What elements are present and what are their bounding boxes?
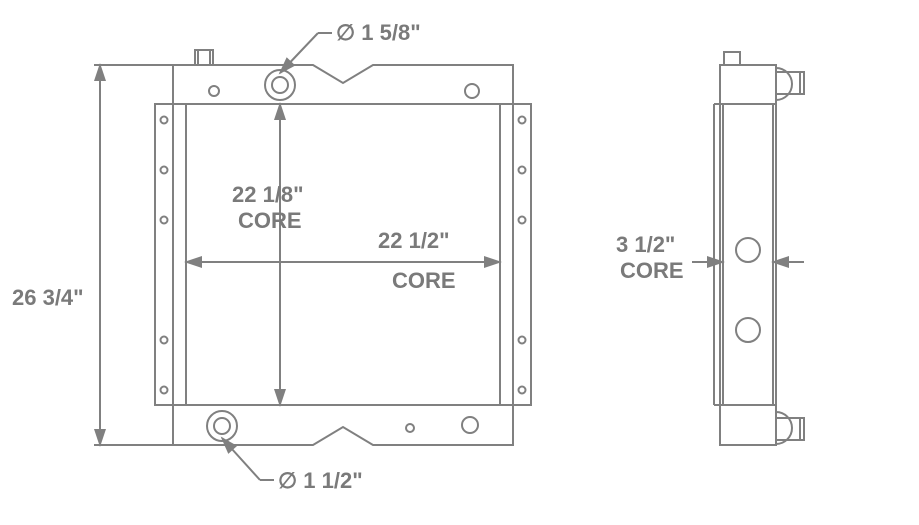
side-core-value: 3 1/2": [616, 232, 675, 257]
bottom-boss-right: [462, 417, 478, 433]
top-inlet-port: [265, 70, 295, 100]
bottom-drain: [406, 424, 414, 432]
side-core-word: CORE: [620, 258, 684, 283]
dimension-labels: 26 3/4" ∅ 1 5/8" ∅ 1 1/2" 22 1/8" CORE 2…: [12, 20, 684, 493]
front-view: [155, 50, 531, 445]
core-width-word: CORE: [392, 268, 456, 293]
radiator-body: [173, 65, 513, 445]
side-fill-cap: [724, 52, 740, 65]
dimensions: [94, 33, 804, 480]
bottom-port-label: ∅ 1 1/2": [278, 468, 363, 493]
dim-top-port: [280, 33, 332, 73]
side-boss-2: [736, 318, 760, 342]
side-boss-1: [736, 238, 760, 262]
core-height-word: CORE: [238, 208, 302, 233]
overall-height-label: 26 3/4": [12, 285, 84, 310]
side-body: [720, 65, 776, 445]
core-width-value: 22 1/2": [378, 228, 450, 253]
side-view: [714, 52, 804, 445]
right-flange: [513, 104, 531, 405]
core-height-value: 22 1/8": [232, 182, 304, 207]
left-flange: [155, 104, 173, 405]
bottom-outlet-port: [207, 411, 237, 441]
top-boss-right: [465, 84, 479, 98]
top-small-boss-left: [209, 86, 219, 96]
flange-holes: [161, 117, 526, 394]
top-port-label: ∅ 1 5/8": [336, 20, 421, 45]
